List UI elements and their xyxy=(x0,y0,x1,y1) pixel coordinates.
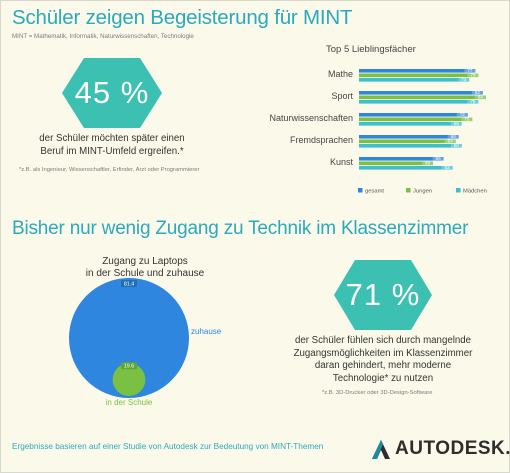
stat2-line1: der Schüler fühlen sich durch mangelnde xyxy=(294,335,472,346)
bar-value-label: 62 xyxy=(445,165,451,170)
bar-value-label: 73 xyxy=(461,77,467,82)
bubble-schule xyxy=(112,363,146,396)
value-label-zuhause: 81.4 xyxy=(124,281,134,287)
autodesk-logo-icon xyxy=(372,440,390,459)
legend-label: Jungen xyxy=(413,189,432,195)
laptop-title-line2: in der Schule und zuhause xyxy=(85,268,205,279)
bar-value-cap xyxy=(432,157,444,161)
chart-title: Top 5 Lieblingsfächer xyxy=(326,44,416,55)
bar-value-cap xyxy=(456,113,468,117)
hexagon-shape xyxy=(62,58,162,128)
bar-value-cap xyxy=(467,73,479,78)
stat-hexagon-45: 45 % xyxy=(62,58,162,128)
bar-value-label: 75 xyxy=(464,117,470,122)
legend-label: Mädchen xyxy=(463,189,487,195)
bar-value-cap xyxy=(450,122,462,126)
legend-swatch xyxy=(456,188,461,193)
category-label: Kunst xyxy=(330,157,354,167)
bar-value-label: 84 xyxy=(478,95,484,100)
category-label: Mathe xyxy=(328,69,353,79)
laptop-chart-title: Zugang zu Laptops in der Schule und zuha… xyxy=(60,256,230,280)
bar-mädchen xyxy=(359,100,479,104)
legend-swatch xyxy=(358,188,363,193)
stat2-line3: daran gehindert, mehr moderne xyxy=(314,360,452,371)
bar-value-label: 82 xyxy=(475,90,481,95)
bar-value-label: 77 xyxy=(467,68,473,73)
stat2-text: der Schüler fühlen sich durch mangelnde … xyxy=(278,335,488,385)
bar-gesamt xyxy=(359,69,476,73)
bubble-zuhause xyxy=(69,278,189,398)
bar-gesamt xyxy=(359,157,444,161)
category-label: Naturwissenschaften xyxy=(269,113,353,123)
laptop-title-line1: Zugang zu Laptops xyxy=(102,256,188,267)
category-label: Sport xyxy=(331,91,353,101)
bar-mädchen xyxy=(359,122,462,126)
badge-zuhause xyxy=(121,280,137,288)
stat2-footnote: *z.B. 3D-Drucker oder 3D-Design-Software xyxy=(322,390,433,396)
legend-swatch xyxy=(406,188,411,193)
bar-jungen xyxy=(359,95,486,100)
bar-value-cap xyxy=(461,117,473,122)
bar-value-cap xyxy=(450,144,462,148)
bar-value-cap xyxy=(458,78,470,82)
bar-gesamt xyxy=(359,91,483,95)
legend-label: gesamt xyxy=(365,189,384,195)
series-label-zuhause: zuhause xyxy=(191,327,222,336)
stat1-footnote: *z.B. als Ingenieur, Wissenschaftler, Er… xyxy=(19,167,200,173)
bar-gesamt xyxy=(359,113,468,117)
category-label: Fremdsprachen xyxy=(290,135,353,145)
bar-value-label: 72 xyxy=(460,112,466,117)
stat1-text: der Schüler möchten später einen Beruf i… xyxy=(12,133,212,158)
bar-value-cap xyxy=(474,95,486,100)
page-title: Schüler zeigen Begeisterung für MINT xyxy=(12,6,353,29)
bar-jungen xyxy=(359,161,434,166)
bar-value-label: 68 xyxy=(454,143,460,148)
bar-value-cap xyxy=(422,161,434,166)
laptop-access-chart: 81.4 19.6 zuhause in der Schule xyxy=(69,278,222,407)
bar-value-cap xyxy=(467,100,479,104)
bar-mädchen xyxy=(359,166,453,170)
source-note: Ergebnisse basieren auf einer Studie von… xyxy=(12,442,324,451)
stat-value: 45 % xyxy=(74,75,150,110)
value-label-schule: 19.6 xyxy=(124,364,134,370)
hexagon-shape xyxy=(334,260,432,330)
series-label-schule: in der Schule xyxy=(106,398,153,407)
bar-value-label: 68 xyxy=(454,121,460,126)
bar-mädchen xyxy=(359,144,462,148)
bar-mädchen xyxy=(359,78,470,82)
bar-value-cap xyxy=(464,69,476,73)
stat-hexagon-71: 71 % xyxy=(334,260,432,330)
bar-value-label: 79 xyxy=(470,99,476,104)
stat1-line2: Beruf im MINT-Umfeld ergreifen.* xyxy=(40,145,184,157)
mint-definition: MINT = Mathematik, Informatik, Naturwiss… xyxy=(12,33,194,40)
bar-value-cap xyxy=(471,91,483,95)
bar-jungen xyxy=(359,117,473,122)
bar-value-cap xyxy=(441,166,453,170)
bar-value-cap xyxy=(447,135,459,139)
bar-jungen xyxy=(359,73,479,78)
section2-title: Bisher nur wenig Zugang zu Technik im Kl… xyxy=(12,218,469,239)
bar-value-label: 49 xyxy=(425,161,431,166)
stat2-line2: Zugangsmöglichkeiten im Klassenzimmer xyxy=(293,347,473,359)
bar-gesamt xyxy=(359,135,459,139)
bar-jungen xyxy=(359,139,456,144)
autodesk-logo-text: AUTODESK. xyxy=(395,438,510,459)
badge-schule xyxy=(121,362,137,370)
bar-value-label: 56 xyxy=(436,156,442,161)
bar-value-label: 64 xyxy=(448,139,454,144)
bar-value-cap xyxy=(444,139,456,144)
bar-value-label: 66 xyxy=(451,134,457,139)
stat-value: 71 % xyxy=(345,277,421,312)
bar-value-label: 79 xyxy=(470,73,476,78)
stat1-line1: der Schüler möchten später einen xyxy=(39,133,185,144)
stat2-line4: Technologie* zu nutzen xyxy=(332,372,434,384)
